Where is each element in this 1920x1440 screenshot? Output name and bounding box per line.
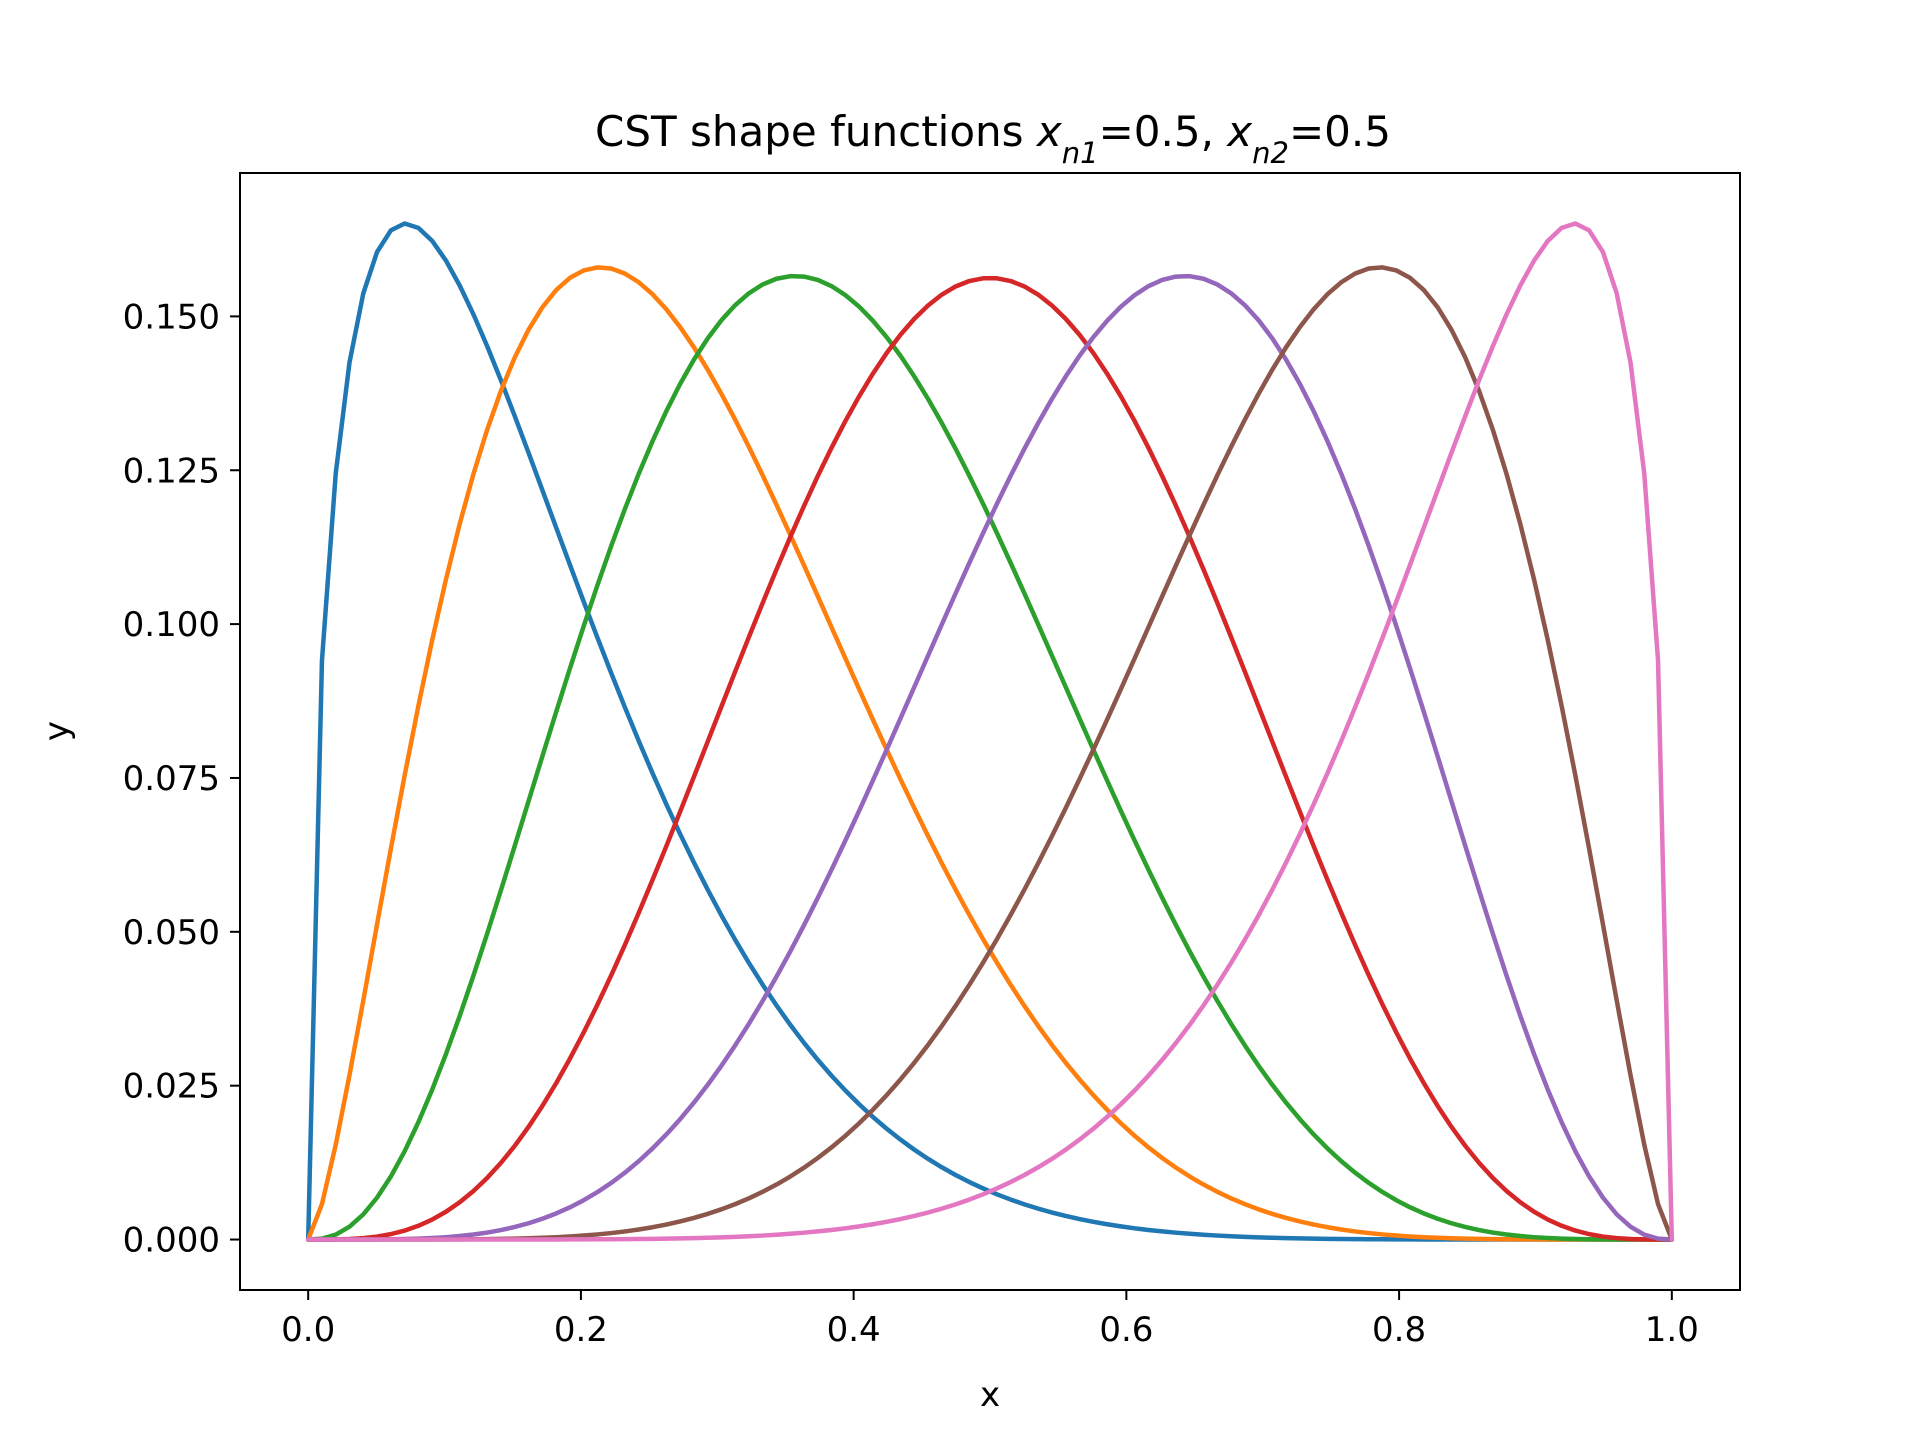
y-axis-ticks: 0.000 0.025 0.050 0.075 0.100 0.125 0.150 [123,297,240,1261]
series-line-6 [305,221,1675,1242]
x-axis-ticks: 0.0 0.2 0.4 0.6 0.8 1.0 [281,1290,1699,1350]
y-axis-label: y [37,721,77,741]
plot-frame [239,172,1741,1291]
x-tick-label: 0.8 [1372,1310,1426,1350]
y-tick-label: 0.025 [123,1067,220,1107]
series-line-4 [305,273,1675,1242]
x-tick-label: 1.0 [1645,1310,1699,1350]
x-tick-label: 0.6 [1099,1310,1153,1350]
y-tick-label: 0.100 [123,605,220,645]
y-tick-label: 0.000 [123,1221,220,1261]
series-layer [305,221,1675,1242]
y-tick-label: 0.075 [123,759,220,799]
x-tick-label: 0.0 [281,1310,335,1350]
series-line-3 [305,276,1675,1242]
y-tick-label: 0.050 [123,913,220,953]
x-axis-label: x [980,1375,1000,1415]
chart-title: CST shape functions xn1=0.5, xn2=0.5 [595,107,1391,170]
y-tick-label: 0.150 [123,297,220,337]
y-tick-label: 0.125 [123,451,220,491]
x-tick-label: 0.4 [827,1310,881,1350]
x-tick-label: 0.2 [554,1310,608,1350]
